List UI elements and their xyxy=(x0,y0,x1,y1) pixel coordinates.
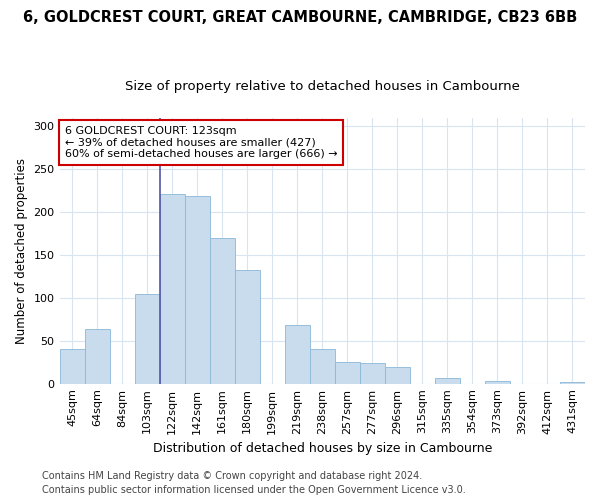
Text: Contains HM Land Registry data © Crown copyright and database right 2024.
Contai: Contains HM Land Registry data © Crown c… xyxy=(42,471,466,495)
Bar xyxy=(485,381,510,384)
Text: 6 GOLDCREST COURT: 123sqm
← 39% of detached houses are smaller (427)
60% of semi: 6 GOLDCREST COURT: 123sqm ← 39% of detac… xyxy=(65,126,337,159)
Bar xyxy=(310,350,335,384)
Bar xyxy=(85,329,110,384)
Bar xyxy=(360,363,385,384)
Y-axis label: Number of detached properties: Number of detached properties xyxy=(15,158,28,344)
Bar xyxy=(385,366,410,384)
Bar xyxy=(160,194,185,384)
Bar xyxy=(560,382,585,384)
X-axis label: Distribution of detached houses by size in Cambourne: Distribution of detached houses by size … xyxy=(152,442,492,455)
Bar xyxy=(285,326,310,384)
Bar xyxy=(185,196,209,384)
Bar xyxy=(235,270,260,384)
Bar xyxy=(209,238,235,384)
Title: Size of property relative to detached houses in Cambourne: Size of property relative to detached ho… xyxy=(125,80,520,93)
Text: 6, GOLDCREST COURT, GREAT CAMBOURNE, CAMBRIDGE, CB23 6BB: 6, GOLDCREST COURT, GREAT CAMBOURNE, CAM… xyxy=(23,10,577,25)
Bar xyxy=(435,378,460,384)
Bar xyxy=(59,350,85,384)
Bar xyxy=(335,362,360,384)
Bar xyxy=(134,294,160,384)
